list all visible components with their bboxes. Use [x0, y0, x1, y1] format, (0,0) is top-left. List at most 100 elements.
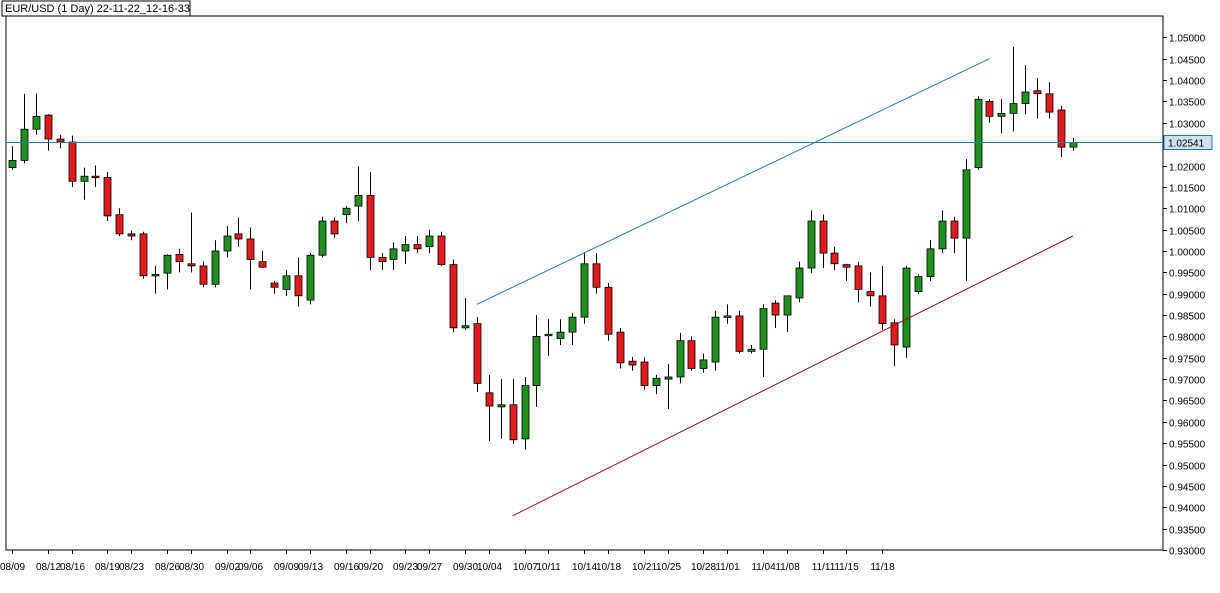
candle	[1045, 82, 1054, 119]
candle	[676, 332, 685, 384]
candle	[223, 226, 232, 258]
x-tick-label: 08/30	[179, 562, 204, 573]
y-tick-label: 0.93000	[1169, 547, 1206, 558]
y-tick-label: 0.97000	[1169, 376, 1206, 387]
candle	[32, 93, 41, 135]
candle	[378, 253, 387, 271]
x-tick-label: 09/13	[298, 562, 323, 573]
candle	[103, 171, 112, 222]
x-tick-label: 11/18	[870, 562, 895, 573]
x-tick-label: 09/09	[274, 562, 299, 573]
candle-body-bull	[676, 340, 685, 378]
y-tick-label: 1.03000	[1169, 120, 1206, 131]
price-tag-label: 1.02541	[1168, 139, 1205, 150]
candle-body-bear	[413, 244, 422, 250]
x-tick-label: 10/11	[536, 562, 561, 573]
candle	[1033, 77, 1042, 119]
candle	[80, 167, 89, 200]
x-tick-label: 11/04	[751, 562, 776, 573]
y-tick-label: 1.01000	[1169, 205, 1206, 216]
candle-body-bear	[985, 101, 994, 117]
candle-body-bear	[687, 340, 696, 369]
candle-body-bull	[807, 220, 816, 269]
candle	[950, 216, 959, 254]
candle	[544, 319, 553, 356]
candle	[1021, 65, 1030, 115]
candle	[413, 236, 422, 254]
candle-body-bull	[401, 244, 410, 252]
candle-body-bull	[32, 115, 41, 130]
candle	[318, 216, 327, 258]
candle	[819, 214, 828, 269]
candle	[151, 265, 160, 294]
candle-body-bear	[139, 233, 148, 277]
x-tick-label: 10/18	[596, 562, 621, 573]
candle	[175, 248, 184, 273]
candle	[687, 336, 696, 371]
candle	[926, 240, 935, 281]
candle	[759, 304, 768, 377]
y-tick-label: 0.93500	[1169, 526, 1206, 537]
candle-body-bull	[211, 250, 220, 285]
candle-body-bull	[1069, 142, 1078, 148]
candle-body-bear	[246, 238, 255, 260]
y-tick-label: 1.04000	[1169, 77, 1206, 88]
candle-body-bear	[485, 392, 494, 407]
chart-title-box: EUR/USD (1 Day) 22-11-22_12-16-33	[1, 0, 191, 17]
candle-body-bull	[223, 235, 232, 252]
x-tick-label: 08/23	[119, 562, 144, 573]
candle	[44, 114, 53, 151]
x-tick-label: 10/04	[477, 562, 502, 573]
candle-body-bull	[568, 316, 577, 333]
candle	[20, 93, 29, 164]
candle	[1009, 46, 1018, 132]
candle-body-bull	[532, 335, 541, 386]
candle-body-bull	[461, 325, 470, 329]
candle	[532, 315, 541, 407]
candle-body-bear	[616, 331, 625, 364]
candle-body-bull	[914, 276, 923, 292]
y-tick-label: 0.96500	[1169, 397, 1206, 408]
candle	[115, 208, 124, 237]
candle	[580, 253, 589, 324]
chart-title: EUR/USD (1 Day) 22-11-22_12-16-33	[5, 3, 190, 15]
x-tick-label: 11/08	[775, 562, 800, 573]
candle-body-bear	[842, 264, 851, 268]
candle-body-bear	[175, 253, 184, 263]
x-tick-label: 10/07	[513, 562, 538, 573]
candle	[842, 263, 851, 281]
candle-body-bear	[187, 263, 196, 267]
candle	[783, 295, 792, 333]
candle-body-bear	[854, 265, 863, 290]
candle-body-bear	[1057, 109, 1066, 148]
x-tick-label: 09/16	[334, 562, 359, 573]
candle-body-bear	[68, 141, 77, 182]
candle	[246, 227, 255, 290]
candle	[389, 242, 398, 271]
candle-body-bear	[1033, 90, 1042, 95]
candle	[473, 317, 482, 392]
candle-body-bull	[759, 308, 768, 350]
candle-body-bear	[127, 233, 136, 237]
candle	[139, 231, 148, 279]
candle	[211, 240, 220, 288]
candles	[8, 46, 1078, 450]
x-tick-label: 08/12	[36, 562, 61, 573]
x-tick-label: 09/27	[417, 562, 442, 573]
x-tick-label: 11/01	[715, 562, 740, 573]
candle	[866, 272, 875, 307]
candle	[664, 364, 673, 410]
candle	[485, 374, 494, 442]
candle-body-bear	[830, 252, 839, 265]
candle-body-bear	[819, 220, 828, 254]
x-tick-label: 11/11	[812, 562, 836, 573]
candle-body-bull	[699, 359, 708, 369]
candle	[640, 357, 649, 390]
candle	[258, 250, 267, 269]
candle-body-bull	[926, 248, 935, 277]
candle	[807, 210, 816, 274]
candle-body-bear	[509, 404, 518, 441]
candle	[282, 270, 291, 296]
